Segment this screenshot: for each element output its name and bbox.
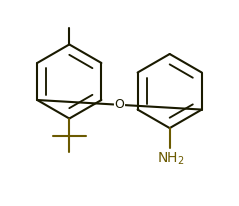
Text: O: O: [114, 98, 125, 111]
Text: NH$_2$: NH$_2$: [157, 150, 185, 167]
